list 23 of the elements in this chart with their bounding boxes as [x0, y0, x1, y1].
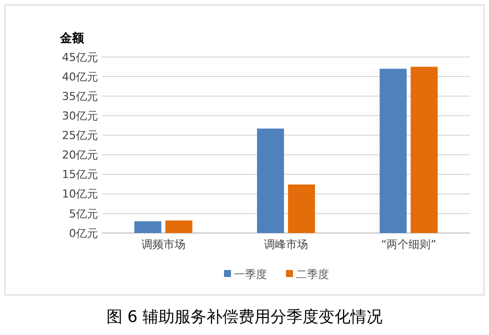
legend-label: 二季度	[296, 268, 329, 281]
y-tick-label: 5亿元	[69, 207, 98, 220]
y-tick-label: 20亿元	[62, 148, 98, 162]
bar	[165, 220, 192, 233]
y-axis-title: 金额	[59, 31, 85, 45]
y-tick-label: 10亿元	[62, 188, 98, 201]
y-tick-label: 45亿元	[62, 50, 98, 64]
legend-label: 一季度	[234, 268, 267, 281]
bar	[134, 221, 162, 233]
x-tick-label: 调频市场	[141, 238, 186, 251]
bar	[257, 128, 284, 233]
y-tick-label: 30亿元	[62, 110, 98, 123]
y-tick-label: 25亿元	[62, 129, 98, 142]
y-tick-label: 0亿元	[69, 226, 98, 240]
bar	[288, 184, 315, 233]
x-tick-label: 调峰市场	[264, 238, 308, 251]
y-tick-label: 15亿元	[62, 168, 98, 182]
text: 图 6 辅助服务补偿费用分季度变化情况	[106, 307, 383, 326]
bar	[380, 68, 407, 233]
bar	[410, 66, 438, 233]
x-tick-label: “两个细则”	[380, 238, 436, 251]
y-tick-label: 35亿元	[62, 90, 98, 103]
y-tick-label: 40亿元	[62, 70, 98, 84]
